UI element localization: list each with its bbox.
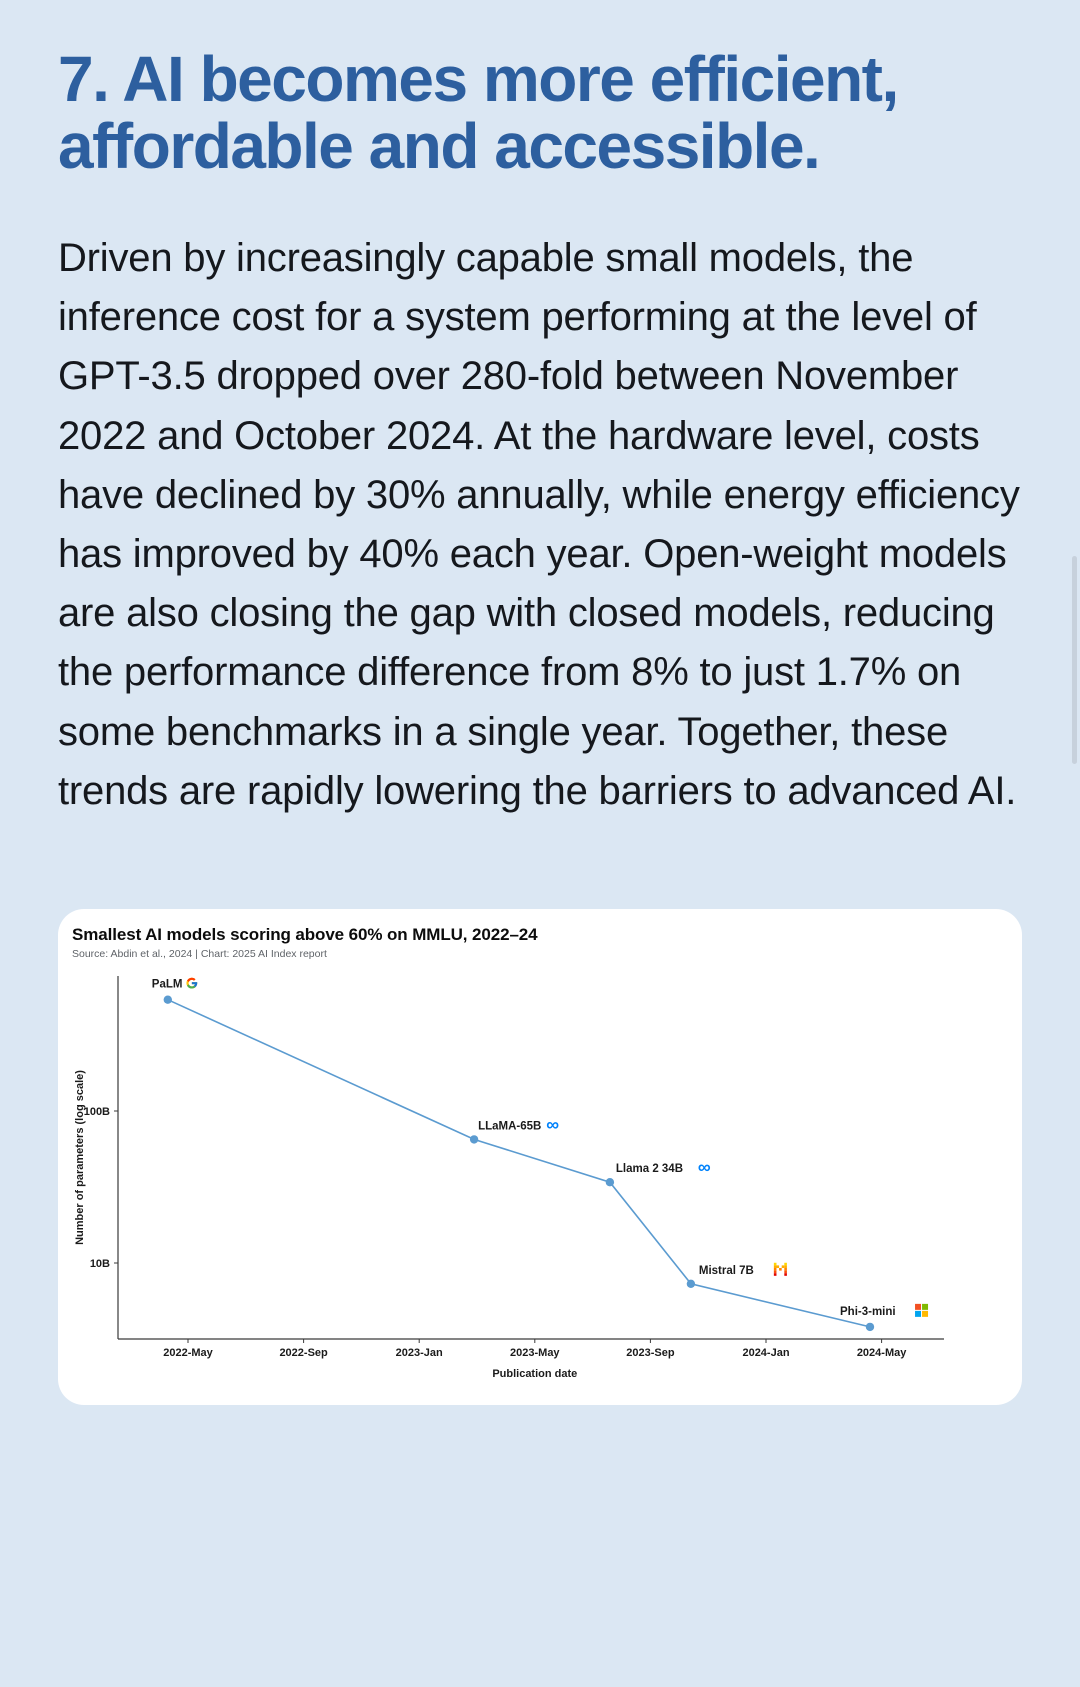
y-tick-label: 100B	[84, 1106, 110, 1118]
y-tick-label: 10B	[90, 1258, 110, 1270]
point-label: Mistral 7B	[699, 1265, 754, 1277]
x-tick-label: 2023-Jan	[396, 1347, 443, 1359]
point-label: Llama 2 34B	[616, 1163, 683, 1175]
microsoft-icon	[915, 1303, 929, 1317]
data-point[interactable]	[865, 1322, 875, 1332]
body-paragraph: Driven by increasingly capable small mod…	[58, 236, 1020, 813]
x-axis-title: Publication date	[492, 1368, 577, 1380]
mmlu-chart: 100B 10B 2022-May 2022-Sep 2023-Jan 2023-May 2…	[74, 975, 944, 1380]
data-point[interactable]	[163, 995, 172, 1004]
page: 7. AI becomes more efficient, affordable…	[58, 43, 1077, 1405]
point-label: LLaMA-65B	[478, 1120, 541, 1132]
y-axis-title: Number of parameters (log scale)	[74, 1070, 86, 1245]
article-section: 7. AI becomes more efficient, affordable…	[58, 43, 1022, 1405]
x-tick-label: 2023-Sep	[626, 1347, 675, 1359]
x-tick-label: 2022-May	[163, 1347, 213, 1359]
chart-source: Source: Abdin et al., 2024 | Chart: 2025…	[72, 947, 327, 960]
x-tick-label: 2024-May	[857, 1347, 907, 1359]
x-tick-label: 2022-Sep	[279, 1347, 328, 1359]
google-icon	[186, 977, 198, 989]
data-point[interactable]	[686, 1279, 696, 1288]
chart-card: Smallest AI models scoring above 60% on …	[58, 908, 1022, 1405]
chart-plot: 100B 10B 2022-May 2022-Sep 2023-Jan 2023-May 2…	[72, 964, 1008, 1399]
chart-title: Smallest AI models scoring above 60% on …	[72, 924, 538, 944]
scrollbar-thumb[interactable]	[1072, 556, 1077, 764]
mistral-icon	[773, 1262, 787, 1276]
meta-icon: ∞	[698, 1157, 711, 1177]
point-label: PaLM	[152, 979, 183, 991]
data-point[interactable]	[469, 1135, 479, 1144]
trend-line	[167, 998, 871, 1328]
data-point[interactable]	[605, 1177, 615, 1187]
point-label: Phi-3-mini	[840, 1306, 896, 1318]
page-title: 7. AI becomes more efficient, affordable…	[58, 43, 899, 182]
x-tick-label: 2023-May	[510, 1347, 560, 1359]
meta-icon: ∞	[546, 1114, 559, 1134]
x-tick-label: 2024-Jan	[742, 1347, 789, 1359]
